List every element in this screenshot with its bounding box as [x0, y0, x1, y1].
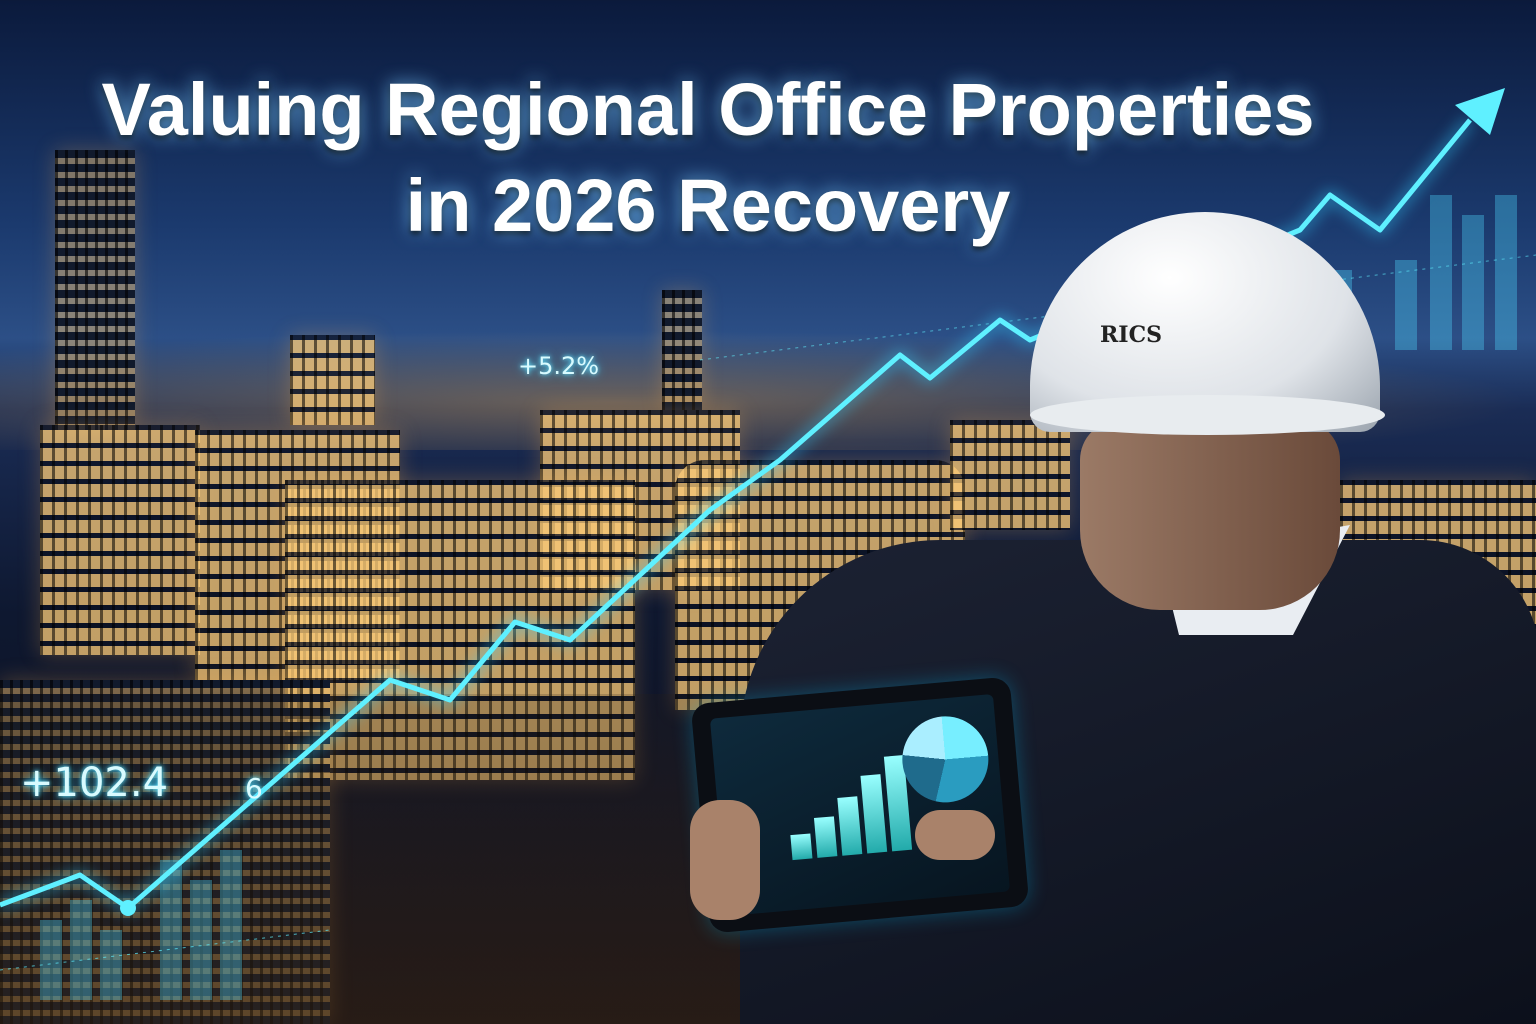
arrow-head-icon — [1455, 88, 1505, 135]
bar — [1395, 260, 1417, 350]
title-line-1: Valuing Regional Office Properties — [101, 68, 1315, 151]
tablet-bar — [790, 833, 813, 861]
data-point — [120, 900, 136, 916]
trend-line — [0, 118, 1472, 911]
bar — [1462, 215, 1484, 350]
office-building — [40, 425, 200, 655]
bar — [40, 920, 62, 1000]
right-hand — [915, 810, 995, 860]
bar — [100, 930, 122, 1000]
bar — [220, 850, 242, 1000]
chart-digit: 6 — [245, 772, 263, 805]
office-building — [290, 335, 375, 425]
tablet-bar — [837, 796, 863, 856]
stat-left: +102.4 — [20, 760, 169, 806]
hard-hat-brim — [1030, 395, 1385, 435]
page-title: Valuing Regional Office Properties in 20… — [0, 62, 1416, 254]
head — [1080, 420, 1340, 610]
left-hand — [690, 800, 760, 920]
tower-left — [55, 150, 135, 430]
tower-center — [662, 290, 702, 410]
bar — [1430, 195, 1452, 350]
tablet-bar — [813, 816, 838, 858]
tablet-bar — [860, 774, 888, 854]
bar — [1495, 195, 1517, 350]
title-line-2: in 2026 Recovery — [405, 164, 1011, 247]
tablet-pie-chart — [898, 712, 992, 806]
rics-logo: RICS — [1100, 322, 1162, 348]
bar — [190, 880, 212, 1000]
bar — [160, 860, 182, 1000]
stat-top: +5.2% — [518, 352, 600, 380]
office-building — [950, 420, 1070, 530]
bar — [70, 900, 92, 1000]
